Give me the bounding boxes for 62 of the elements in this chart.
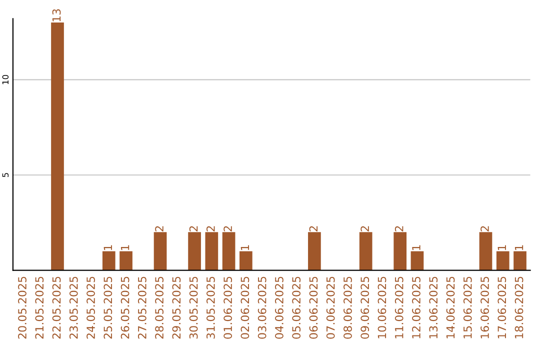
x-tick-label: 11.06.2025 <box>394 276 404 338</box>
data-label: 2 <box>394 226 404 232</box>
bar <box>188 232 201 270</box>
x-tick-label: 04.06.2025 <box>275 276 284 339</box>
x-tick-label: 07.06.2025 <box>326 276 335 339</box>
x-tick-label: 18.06.2025 <box>514 276 524 338</box>
x-tick-label: 16.06.2025 <box>480 276 489 338</box>
x-tick-label: 21.05.2025 <box>35 276 44 339</box>
x-tick-label: 24.05.2025 <box>86 276 95 339</box>
data-label: 1 <box>498 245 506 250</box>
x-tick-label: 10.06.2025 <box>378 276 386 338</box>
bar <box>102 251 116 270</box>
data-label: 13 <box>52 9 61 22</box>
y-tick-label: 5 <box>2 173 9 178</box>
bar <box>410 251 424 270</box>
bar <box>51 22 64 270</box>
bar <box>359 232 372 270</box>
x-tick-label: 31.05.2025 <box>206 276 215 339</box>
data-label: 1 <box>120 245 130 250</box>
x-tick-label: 25.05.2025 <box>104 276 112 339</box>
bar <box>240 251 252 270</box>
bar <box>479 232 492 270</box>
x-tick-label: 09.06.2025 <box>360 276 370 339</box>
x-tick-label: 28.05.2025 <box>155 276 164 339</box>
x-tick-label: 29.05.2025 <box>172 276 181 339</box>
bar <box>514 251 526 270</box>
x-tick-label: 30.05.2025 <box>189 276 198 339</box>
bar <box>308 232 321 270</box>
x-tick-label: 15.06.2025 <box>463 276 472 338</box>
data-label: 2 <box>224 226 232 232</box>
data-label: 1 <box>412 245 420 250</box>
data-label: 2 <box>480 226 489 232</box>
x-tick-label: 17.06.2025 <box>498 276 506 338</box>
x-tick-label: 26.05.2025 <box>120 276 130 339</box>
bar <box>222 232 236 270</box>
x-tick-label: 13.06.2025 <box>429 276 438 338</box>
data-label: 2 <box>360 226 369 232</box>
data-label: 2 <box>155 226 164 232</box>
x-tick-label: 22.05.2025 <box>52 276 61 339</box>
x-tick-label: 20.05.2025 <box>18 276 26 339</box>
data-label: 2 <box>206 226 215 232</box>
x-tick-label: 06.06.2025 <box>309 276 318 339</box>
data-label: 2 <box>309 226 318 232</box>
y-tick-label: 10 <box>2 74 9 84</box>
x-tick-label: 27.05.2025 <box>138 276 146 339</box>
x-tick-label: 01.06.2025 <box>224 276 232 339</box>
data-label: 1 <box>514 245 524 250</box>
x-tick-label: 14.06.2025 <box>446 276 455 338</box>
bar <box>394 232 407 270</box>
data-label: 1 <box>240 245 249 250</box>
bar <box>205 232 218 270</box>
bar <box>154 232 167 270</box>
data-label: 2 <box>189 226 198 232</box>
x-tick-label: 23.05.2025 <box>69 276 78 339</box>
x-tick-label: 12.06.2025 <box>412 276 420 338</box>
x-tick-label: 03.06.2025 <box>258 276 266 339</box>
bar <box>496 251 510 270</box>
data-label: 1 <box>104 245 112 250</box>
x-tick-label: 02.06.2025 <box>240 276 250 339</box>
x-tick-label: 08.06.2025 <box>344 276 352 339</box>
x-tick-label: 05.06.2025 <box>292 276 301 339</box>
bar <box>120 251 132 270</box>
